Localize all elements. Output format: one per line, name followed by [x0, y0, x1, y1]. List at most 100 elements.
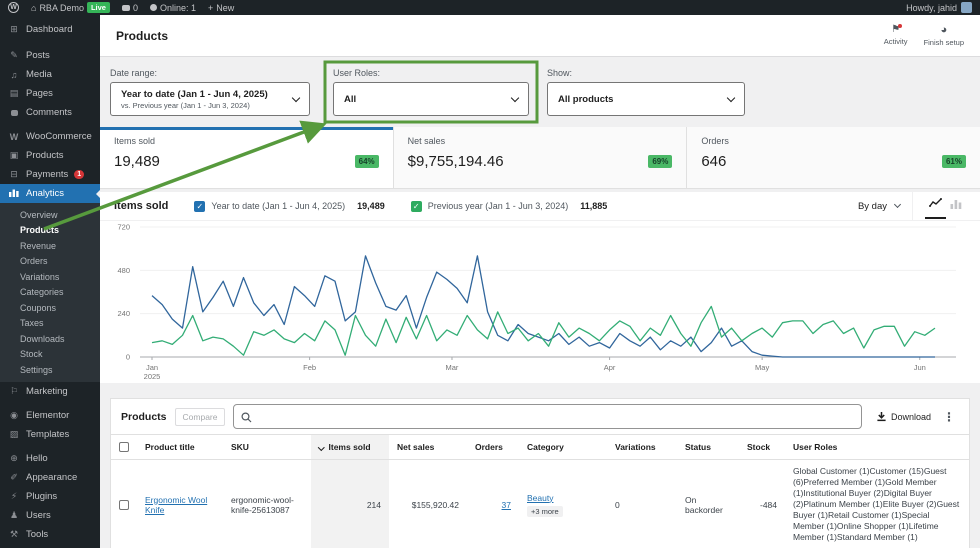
submenu-settings[interactable]: Settings — [20, 364, 53, 375]
line-chart-toggle[interactable] — [925, 193, 946, 219]
submenu-stock[interactable]: Stock — [20, 349, 43, 360]
svg-text:240: 240 — [117, 309, 130, 318]
submenu-revenue[interactable]: Revenue — [20, 240, 57, 251]
search-icon — [241, 410, 252, 428]
comments-admin-link[interactable]: 0 — [121, 3, 138, 13]
col-orders[interactable]: Orders — [467, 434, 519, 460]
sidebar-item-products[interactable]: ▣ Products — [9, 150, 64, 161]
new-content-menu[interactable]: + New — [208, 3, 234, 13]
show-dropdown[interactable]: All products — [547, 82, 745, 116]
user-roles-cell: Global Customer (1)Customer (15)Guest (6… — [793, 466, 960, 542]
select-all-checkbox[interactable] — [119, 442, 129, 452]
chevron-down-icon — [510, 93, 520, 102]
submenu-categories[interactable]: Categories — [20, 287, 64, 298]
col-variations: Variations — [607, 434, 677, 460]
svg-text:Jan: Jan — [146, 363, 158, 372]
wp-admin-sidebar: ⊞ Dashboard ✎ Posts ♫ Media ▤ Pages Comments… — [0, 15, 100, 548]
stat-card-orders[interactable]: Orders 646 61% — [687, 127, 980, 188]
report-filters: Date range: Year to date (Jan 1 - Jun 4,… — [100, 57, 980, 116]
legend-previous-year[interactable]: ✓ Previous year (Jan 1 - Jun 3, 2024) 11… — [410, 200, 607, 212]
plugins-icon: ⚡ — [10, 490, 18, 501]
products-table-panel: Products Compare Download ⋮ — [110, 398, 970, 548]
svg-text:2025: 2025 — [144, 372, 161, 381]
show-label: Show: — [547, 68, 573, 78]
sidebar-item-tools[interactable]: ⚒ Tools — [9, 528, 49, 540]
orders-count-link[interactable]: 37 — [501, 499, 511, 510]
sidebar-item-hello[interactable]: ⊕ Hello — [0, 449, 100, 468]
sidebar-item-templates[interactable]: ▨ Templates — [9, 428, 70, 440]
stat-card-net-sales[interactable]: Net sales $9,755,194.46 69% — [393, 127, 687, 188]
submenu-coupons[interactable]: Coupons — [20, 302, 57, 313]
compare-button[interactable]: Compare — [174, 407, 226, 426]
submenu-downloads[interactable]: Downloads — [20, 333, 65, 344]
sidebar-item-plugins[interactable]: ⚡ Plugins — [0, 487, 100, 506]
search-input[interactable] — [233, 404, 862, 429]
chart-plot-area[interactable]: 0 240 480 720 Jan 2025 Feb Mar Apr May Jun — [100, 221, 980, 383]
sidebar-item-elementor[interactable]: ◉ Elementor — [0, 406, 100, 425]
finish-setup-button[interactable]: ◕ Finish setup — [923, 23, 964, 47]
category-link[interactable]: Beauty — [527, 492, 554, 503]
col-stock[interactable]: Stock — [739, 434, 785, 460]
category-cell: Beauty +3 more — [519, 460, 607, 548]
net-sales-value: $9,755,194.46 — [407, 153, 504, 170]
table-options-menu[interactable]: ⋮ — [943, 409, 955, 424]
product-title-link[interactable]: Ergonomic Wool Knife — [145, 494, 208, 515]
table-header-row: Product title SKU Items sold Net sales O… — [111, 434, 969, 460]
stock-cell: -484 — [759, 499, 777, 510]
svg-text:Apr: Apr — [604, 363, 616, 372]
sidebar-item-appearance[interactable]: ✐ Appearance — [0, 468, 100, 487]
submenu-variations[interactable]: Variations — [20, 271, 60, 282]
summary-stats: Items sold 19,489 64% Net sales $9,755,1… — [100, 127, 980, 189]
sidebar-item-woocommerce[interactable]: W WooCommerce — [9, 131, 92, 142]
page-title: Products — [116, 28, 169, 43]
sidebar-item-dashboard[interactable]: ⊞ Dashboard — [0, 20, 100, 39]
stat-card-items-sold[interactable]: Items sold 19,489 64% — [100, 127, 393, 188]
media-icon: ♫ — [10, 69, 18, 80]
sidebar-item-analytics[interactable]: Analytics — [0, 184, 100, 203]
comment-bubble-icon — [121, 4, 130, 11]
svg-text:Feb: Feb — [303, 363, 316, 372]
howdy-user-menu[interactable]: Howdy, jahid — [906, 2, 957, 13]
activity-button[interactable]: ⚑ Activity — [883, 23, 908, 46]
products-icon: ▣ — [9, 150, 19, 160]
online-users-link[interactable]: Online: 1 — [150, 3, 196, 13]
orders-change-badge: 61% — [941, 155, 966, 168]
sidebar-item-pages[interactable]: ▤ Pages — [9, 88, 53, 99]
interval-select[interactable]: By day — [858, 201, 902, 212]
appearance-icon: ✐ — [10, 471, 18, 482]
site-name-link[interactable]: ⌂ RBA Demo Live — [31, 2, 110, 13]
wp-logo-menu[interactable]: W — [8, 2, 19, 13]
home-icon: ⌂ — [31, 2, 37, 13]
sidebar-item-payments[interactable]: ⊟ Payments 1 — [0, 165, 100, 184]
row-checkbox[interactable] — [119, 499, 129, 510]
activity-flag-icon: ⚑ — [891, 23, 903, 35]
sidebar-item-posts[interactable]: ✎ Posts — [0, 46, 100, 65]
payments-icon: ⊟ — [10, 169, 18, 179]
user-avatar[interactable] — [961, 2, 972, 13]
sidebar-item-users[interactable]: ♟ Users — [9, 509, 51, 521]
submenu-products-current[interactable]: Products — [20, 225, 60, 236]
col-items-sold-sorted[interactable]: Items sold — [311, 434, 389, 460]
submenu-taxes[interactable]: Taxes — [20, 318, 44, 329]
sidebar-item-marketing[interactable]: ⚐ Marketing — [9, 385, 68, 397]
download-button[interactable]: Download — [876, 411, 931, 422]
sort-desc-icon — [318, 443, 325, 450]
legend-year-to-date[interactable]: ✓ Year to date (Jan 1 - Jun 4, 2025) 19,… — [194, 200, 385, 212]
date-range-dropdown[interactable]: Year to date (Jan 1 - Jun 4, 2025) vs. P… — [110, 82, 310, 116]
col-product-title[interactable]: Product title — [137, 434, 223, 460]
user-roles-dropdown[interactable]: All — [333, 82, 529, 116]
category-more-badge[interactable]: +3 more — [527, 505, 563, 517]
svg-text:480: 480 — [117, 266, 130, 275]
date-range-label: Date range: — [110, 68, 158, 78]
col-net-sales[interactable]: Net sales — [389, 434, 467, 460]
items-sold-change-badge: 64% — [354, 155, 379, 168]
table-row: Ergonomic Wool Knife ergonomic-wool-knif… — [111, 459, 969, 548]
pages-icon: ▤ — [9, 88, 19, 98]
chevron-down-icon — [291, 93, 301, 102]
submenu-overview[interactable]: Overview — [20, 209, 58, 220]
sidebar-item-comments[interactable]: Comments — [0, 103, 100, 122]
sidebar-item-media[interactable]: ♫ Media — [0, 65, 100, 84]
submenu-orders[interactable]: Orders — [20, 256, 48, 267]
bar-chart-toggle[interactable] — [946, 194, 966, 218]
